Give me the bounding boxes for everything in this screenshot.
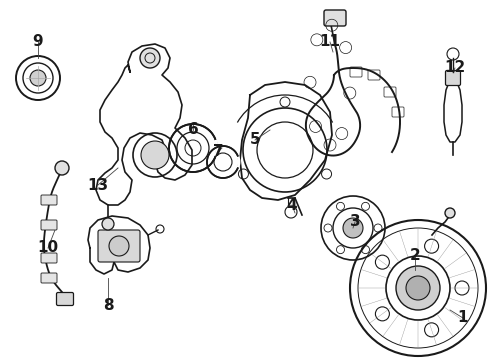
Text: 13: 13 [87,177,109,193]
Text: 1: 1 [458,310,468,325]
Text: 2: 2 [410,248,420,262]
Text: 5: 5 [250,132,260,148]
Text: 3: 3 [350,215,360,230]
Text: 11: 11 [319,35,341,49]
Text: 9: 9 [33,35,43,49]
Text: 7: 7 [213,144,223,159]
Text: 6: 6 [188,122,198,138]
Circle shape [140,48,160,68]
Text: 8: 8 [103,297,113,312]
Circle shape [102,218,114,230]
Text: 4: 4 [287,198,297,212]
Circle shape [396,266,440,310]
Circle shape [343,218,363,238]
Circle shape [445,208,455,218]
Circle shape [109,236,129,256]
Circle shape [55,161,69,175]
FancyBboxPatch shape [324,10,346,26]
Text: 10: 10 [37,240,59,256]
Circle shape [30,70,46,86]
FancyBboxPatch shape [98,230,140,262]
FancyBboxPatch shape [41,253,57,263]
FancyBboxPatch shape [56,292,74,306]
Circle shape [406,276,430,300]
FancyBboxPatch shape [41,195,57,205]
Text: 12: 12 [444,60,466,76]
FancyBboxPatch shape [445,71,461,85]
FancyBboxPatch shape [41,273,57,283]
FancyBboxPatch shape [41,220,57,230]
Circle shape [141,141,169,169]
